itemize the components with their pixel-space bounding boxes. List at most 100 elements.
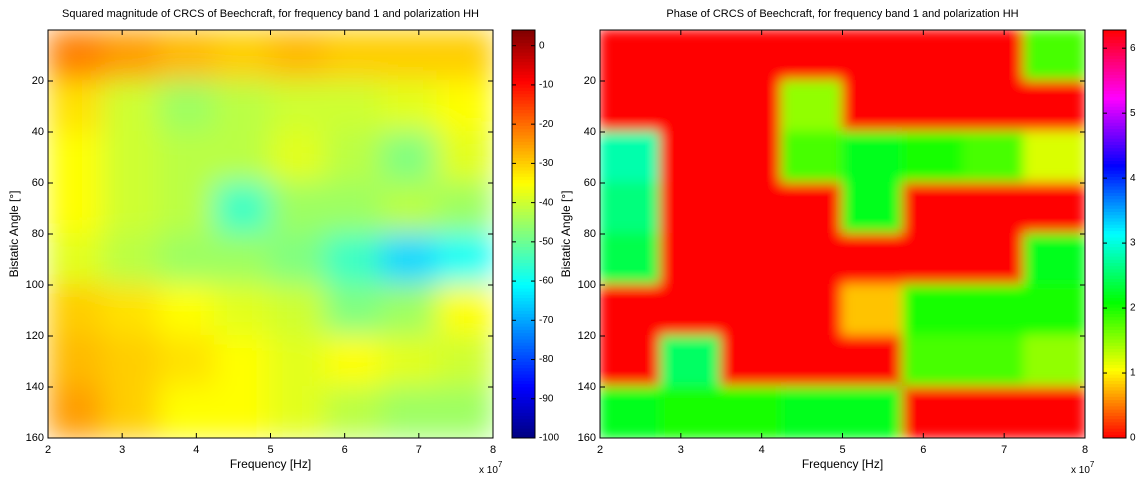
cell	[269, 284, 328, 337]
cell	[213, 335, 272, 388]
cell	[659, 284, 723, 337]
cell	[841, 182, 905, 235]
cell	[902, 386, 965, 438]
cell	[1023, 131, 1085, 184]
cell	[269, 182, 328, 235]
cell	[902, 284, 965, 337]
colorbar-frame	[1102, 29, 1127, 439]
cell	[659, 182, 723, 235]
y-axis-label: Bistatic Angle [°]	[559, 191, 573, 278]
cell	[48, 182, 105, 235]
colorbar	[512, 29, 535, 439]
cell	[659, 335, 723, 388]
cell	[213, 182, 272, 235]
chart-title: Squared magnitude of CRCS of Beechcraft,…	[62, 8, 479, 20]
cell	[600, 284, 662, 337]
cell	[780, 182, 844, 235]
heatmap	[600, 30, 1085, 438]
cell	[325, 182, 383, 235]
x-tick-label: 2	[597, 444, 603, 456]
cell	[158, 233, 216, 286]
cell	[158, 182, 216, 235]
colorbar-tick-label: 2	[1130, 303, 1136, 314]
cell	[102, 386, 161, 438]
cell	[325, 131, 383, 184]
cell	[158, 30, 216, 82]
heatmap-cells	[48, 30, 493, 438]
cell	[48, 335, 105, 388]
cell	[780, 80, 844, 133]
y-tick-label: 100	[26, 279, 44, 291]
y-axis-label: Bistatic Angle [°]	[7, 191, 21, 278]
y-tick-label: 40	[32, 126, 44, 138]
colorbar-tick-label: -10	[539, 80, 554, 91]
cell	[325, 80, 383, 133]
cell	[102, 131, 161, 184]
cell	[600, 386, 662, 438]
cell	[325, 335, 383, 388]
cell	[1023, 80, 1085, 133]
cell	[1023, 182, 1085, 235]
cell	[962, 386, 1026, 438]
x-tick-label: 4	[193, 444, 199, 456]
x-offset-exponent: 7	[498, 460, 503, 469]
cell	[158, 284, 216, 337]
cell	[659, 80, 723, 133]
cell	[325, 386, 383, 438]
colorbar-tick-label: -70	[539, 315, 554, 326]
cell	[659, 30, 723, 82]
x-tick-label: 5	[267, 444, 273, 456]
x-offset-exponent: 7	[1090, 460, 1095, 469]
cell	[380, 80, 439, 133]
y-tick-label: 60	[584, 177, 596, 189]
cell	[269, 80, 328, 133]
colorbar-tick-label: -80	[539, 354, 554, 365]
colorbar-tick-label: 1	[1130, 368, 1136, 379]
cell	[436, 233, 493, 286]
x-tick-label: 2	[45, 444, 51, 456]
cell	[1023, 233, 1085, 286]
cell	[102, 182, 161, 235]
cell	[102, 284, 161, 337]
colorbar-tick-label: 0	[1130, 433, 1136, 444]
cell	[962, 284, 1026, 337]
y-tick-label: 80	[32, 228, 44, 240]
cell	[841, 80, 905, 133]
cell	[380, 335, 439, 388]
y-tick-label: 120	[578, 330, 596, 342]
x-axis-label: Frequency [Hz]	[230, 457, 311, 471]
cell	[325, 233, 383, 286]
cell	[213, 386, 272, 438]
cell	[600, 335, 662, 388]
cell	[720, 386, 783, 438]
x-tick-label: 6	[920, 444, 926, 456]
cell	[902, 80, 965, 133]
cell	[380, 131, 439, 184]
cell	[380, 386, 439, 438]
cell	[158, 131, 216, 184]
x-offset-label: x 10	[479, 465, 498, 476]
cell	[780, 233, 844, 286]
colorbar-tick-label: 3	[1130, 238, 1136, 249]
cell	[158, 335, 216, 388]
cell	[269, 233, 328, 286]
cell	[48, 284, 105, 337]
cell	[1023, 30, 1085, 82]
cell	[600, 233, 662, 286]
cell	[213, 233, 272, 286]
cell	[780, 284, 844, 337]
y-tick-label: 60	[32, 177, 44, 189]
cell	[720, 30, 783, 82]
cell	[659, 386, 723, 438]
cell	[720, 284, 783, 337]
cell	[780, 335, 844, 388]
colorbar-tick-label: -90	[539, 393, 554, 404]
cell	[48, 30, 105, 82]
x-tick-label: 8	[1082, 444, 1088, 456]
cell	[962, 182, 1026, 235]
cell	[48, 131, 105, 184]
cell	[213, 80, 272, 133]
cell	[962, 80, 1026, 133]
cell	[1023, 335, 1085, 388]
colorbar	[1103, 29, 1126, 439]
